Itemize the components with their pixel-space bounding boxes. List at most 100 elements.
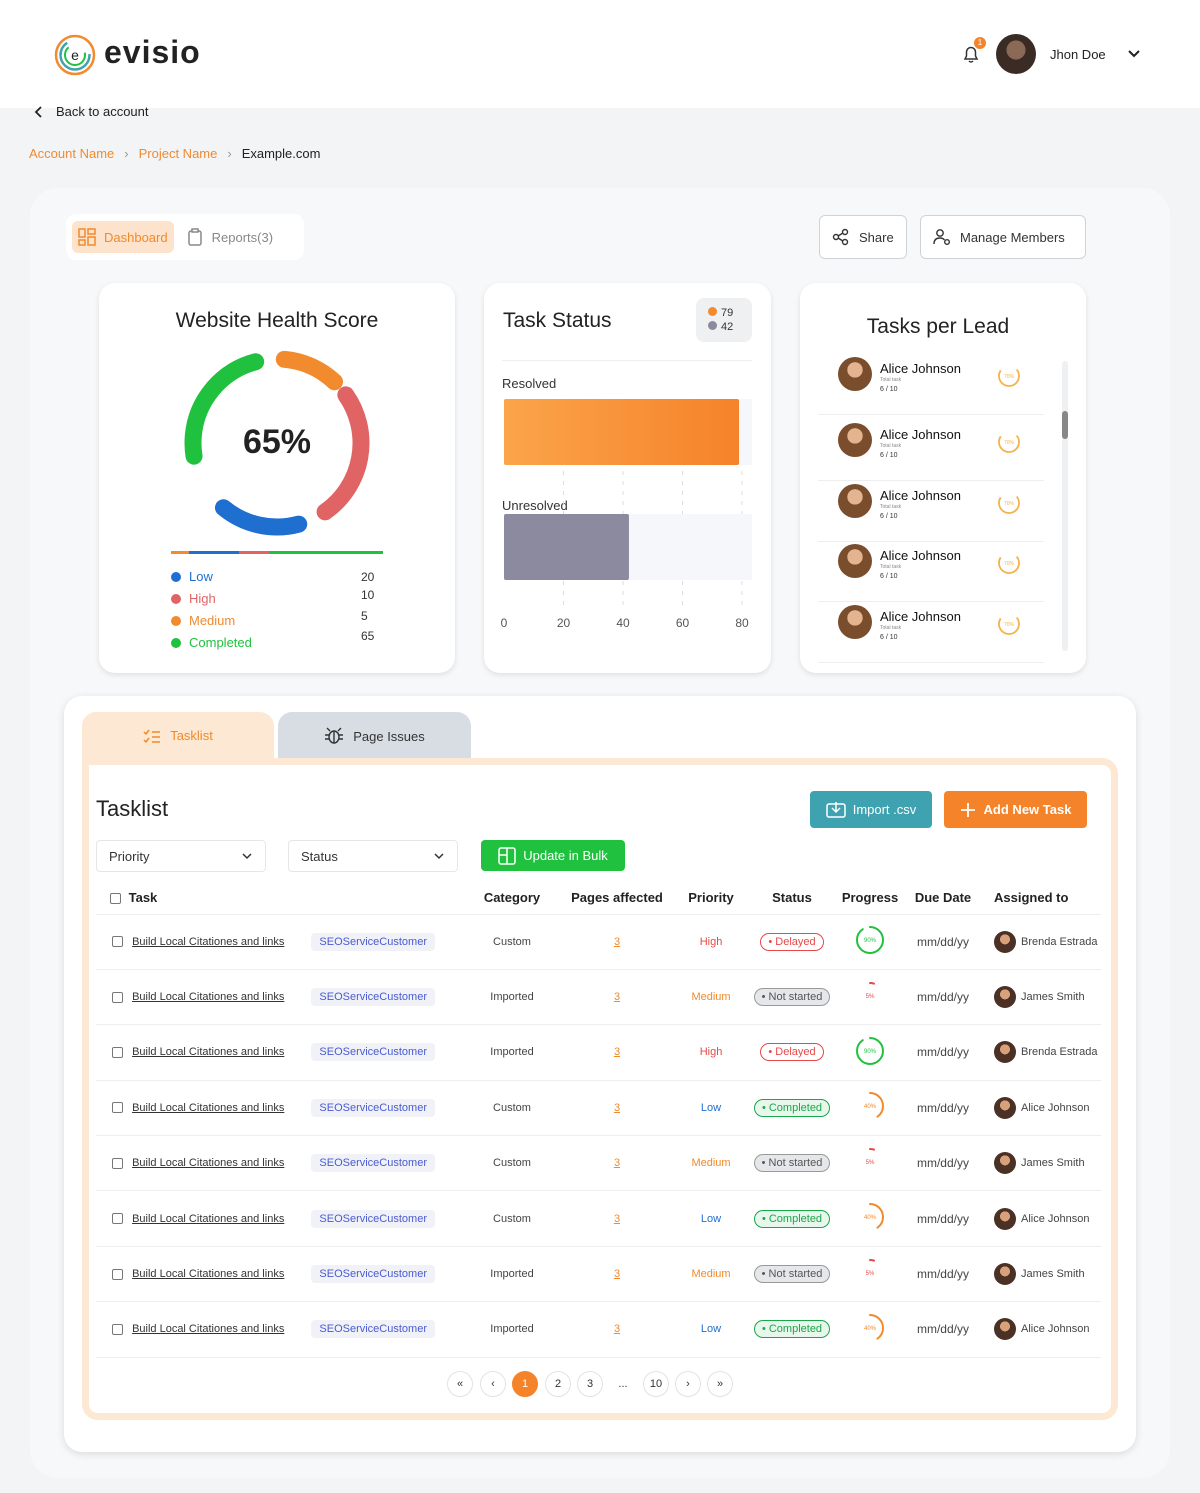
- pages-affected-link[interactable]: 3: [613, 935, 621, 948]
- priority-filter-value[interactable]: Priority: [109, 848, 150, 864]
- assignee-name: Alice Johnson: [1021, 1101, 1090, 1114]
- row-checkbox[interactable]: [112, 1213, 123, 1225]
- assignee-avatar: [994, 1263, 1016, 1286]
- lead-item[interactable]: Alice Johnson Total task 6 / 10 70%: [818, 482, 1044, 542]
- table-row[interactable]: Build Local Citationes and links SEOServ…: [96, 1190, 1101, 1247]
- task-link[interactable]: Build Local Citationes and links: [132, 991, 285, 1004]
- priority-filter-select[interactable]: Priority: [96, 840, 266, 872]
- task-link[interactable]: Build Local Citationes and links: [132, 935, 285, 948]
- next-page-button[interactable]: ›: [675, 1371, 701, 1397]
- column-category[interactable]: Category: [466, 882, 558, 915]
- table-row[interactable]: Build Local Citationes and links SEOServ…: [96, 1246, 1101, 1303]
- task-status-title: Task Status: [503, 309, 612, 332]
- task-link[interactable]: Build Local Citationes and links: [132, 1212, 285, 1225]
- import-csv-button[interactable]: Import .csv: [810, 791, 932, 828]
- row-checkbox[interactable]: [112, 936, 123, 948]
- status-filter-value[interactable]: Status: [301, 848, 338, 864]
- table-row[interactable]: Build Local Citationes and links SEOServ…: [96, 1301, 1101, 1358]
- tab-reports-label[interactable]: Reports(3): [211, 229, 274, 245]
- last-page-button[interactable]: »: [707, 1371, 733, 1397]
- task-priority: Medium: [676, 1246, 746, 1303]
- tab-dashboard[interactable]: Dashboard: [72, 221, 174, 253]
- table-row[interactable]: Build Local Citationes and links SEOServ…: [96, 1135, 1101, 1192]
- row-checkbox[interactable]: [112, 991, 123, 1003]
- row-checkbox[interactable]: [112, 1047, 123, 1059]
- tab-reports[interactable]: Reports(3): [186, 228, 273, 246]
- add-new-task-button[interactable]: Add New Task: [944, 791, 1087, 828]
- back-to-account-link[interactable]: Back to account: [32, 104, 149, 119]
- row-checkbox[interactable]: [112, 1102, 123, 1114]
- row-checkbox[interactable]: [112, 1268, 123, 1280]
- back-label[interactable]: Back to account: [56, 104, 149, 119]
- tab-page-issues[interactable]: Page Issues: [278, 712, 471, 760]
- lead-item[interactable]: Alice Johnson Total task 6 / 10 70%: [818, 603, 1044, 663]
- row-checkbox[interactable]: [112, 1157, 123, 1169]
- legend-high-value: 10: [361, 588, 375, 602]
- share-button[interactable]: Share: [819, 215, 907, 259]
- pages-affected-link[interactable]: 3: [613, 1101, 621, 1114]
- manage-members-label[interactable]: Manage Members: [960, 229, 1065, 245]
- table-row[interactable]: Build Local Citationes and links SEOServ…: [96, 969, 1101, 1026]
- status-filter-select[interactable]: Status: [288, 840, 458, 872]
- pages-affected-link[interactable]: 3: [613, 1268, 621, 1281]
- breadcrumb-project[interactable]: Project Name: [138, 146, 218, 161]
- tab-dashboard-label[interactable]: Dashboard: [104, 229, 168, 245]
- pages-affected-link[interactable]: 3: [613, 1157, 621, 1170]
- task-link[interactable]: Build Local Citationes and links: [132, 1157, 285, 1170]
- page-button[interactable]: 10: [643, 1371, 669, 1397]
- table-row[interactable]: Build Local Citationes and links SEOServ…: [96, 1024, 1101, 1081]
- page-button[interactable]: 3: [577, 1371, 603, 1397]
- column-status[interactable]: Status: [746, 882, 838, 915]
- share-label[interactable]: Share: [859, 229, 894, 245]
- legend-medium: Medium: [171, 613, 235, 628]
- column-due-date[interactable]: Due Date: [902, 882, 984, 915]
- tab-page-issues-label[interactable]: Page Issues: [353, 728, 425, 744]
- user-name[interactable]: Jhon Doe: [1050, 46, 1106, 62]
- pages-affected-link[interactable]: 3: [613, 991, 621, 1004]
- page-button[interactable]: ...: [618, 1378, 628, 1390]
- notification-bell-icon[interactable]: 1: [960, 37, 986, 65]
- task-link[interactable]: Build Local Citationes and links: [132, 1046, 285, 1059]
- column-pages-affected[interactable]: Pages affected: [558, 882, 676, 915]
- table-row[interactable]: Build Local Citationes and links SEOServ…: [96, 1080, 1101, 1137]
- user-menu[interactable]: 1 Jhon Doe: [960, 34, 1142, 74]
- lead-subtitle: Total task: [880, 625, 902, 631]
- chevron-down-icon[interactable]: [1126, 46, 1142, 62]
- assignee-avatar: [994, 1152, 1016, 1175]
- task-link[interactable]: Build Local Citationes and links: [132, 1101, 285, 1114]
- pages-affected-link[interactable]: 3: [613, 1212, 621, 1225]
- lead-progress-ring: 70%: [998, 431, 1020, 453]
- table-row[interactable]: Build Local Citationes and links SEOServ…: [96, 914, 1101, 970]
- column-priority[interactable]: Priority: [676, 882, 746, 915]
- task-link[interactable]: Build Local Citationes and links: [132, 1268, 285, 1281]
- leads-scrollbar[interactable]: [1062, 361, 1068, 651]
- tab-tasklist-label[interactable]: Tasklist: [170, 728, 213, 743]
- task-link[interactable]: Build Local Citationes and links: [132, 1323, 285, 1336]
- row-checkbox[interactable]: [112, 1324, 123, 1336]
- add-new-task-label[interactable]: Add New Task: [983, 802, 1072, 817]
- pages-affected-link[interactable]: 3: [613, 1046, 621, 1059]
- pages-affected-link[interactable]: 3: [613, 1323, 621, 1336]
- user-gear-icon: [933, 229, 950, 245]
- column-progress[interactable]: Progress: [838, 882, 902, 915]
- column-assigned-to[interactable]: Assigned to: [984, 882, 1101, 915]
- update-in-bulk-button[interactable]: Update in Bulk: [481, 840, 625, 871]
- lead-avatar: [838, 357, 872, 391]
- lead-item[interactable]: Alice Johnson Total task 6 / 10 70%: [818, 355, 1044, 415]
- user-avatar[interactable]: [996, 34, 1036, 74]
- import-csv-label[interactable]: Import .csv: [852, 802, 917, 817]
- column-task[interactable]: Task: [96, 882, 466, 915]
- page-button[interactable]: 1: [512, 1371, 538, 1397]
- manage-members-button[interactable]: Manage Members: [920, 215, 1086, 259]
- assignee-name: James Smith: [1021, 1157, 1085, 1170]
- select-all-checkbox[interactable]: [110, 893, 121, 905]
- previous-page-button[interactable]: ‹: [480, 1371, 506, 1397]
- task-status-badge: 79 42: [696, 298, 752, 342]
- page-button[interactable]: 2: [545, 1371, 571, 1397]
- lead-item[interactable]: Alice Johnson Total task 6 / 10 70%: [818, 542, 1044, 602]
- first-page-button[interactable]: «: [447, 1371, 473, 1397]
- lead-item[interactable]: Alice Johnson Total task 6 / 10 70%: [818, 421, 1044, 481]
- chevron-down-icon: [242, 853, 252, 860]
- breadcrumb-account[interactable]: Account Name: [29, 146, 115, 161]
- update-in-bulk-label[interactable]: Update in Bulk: [523, 848, 608, 863]
